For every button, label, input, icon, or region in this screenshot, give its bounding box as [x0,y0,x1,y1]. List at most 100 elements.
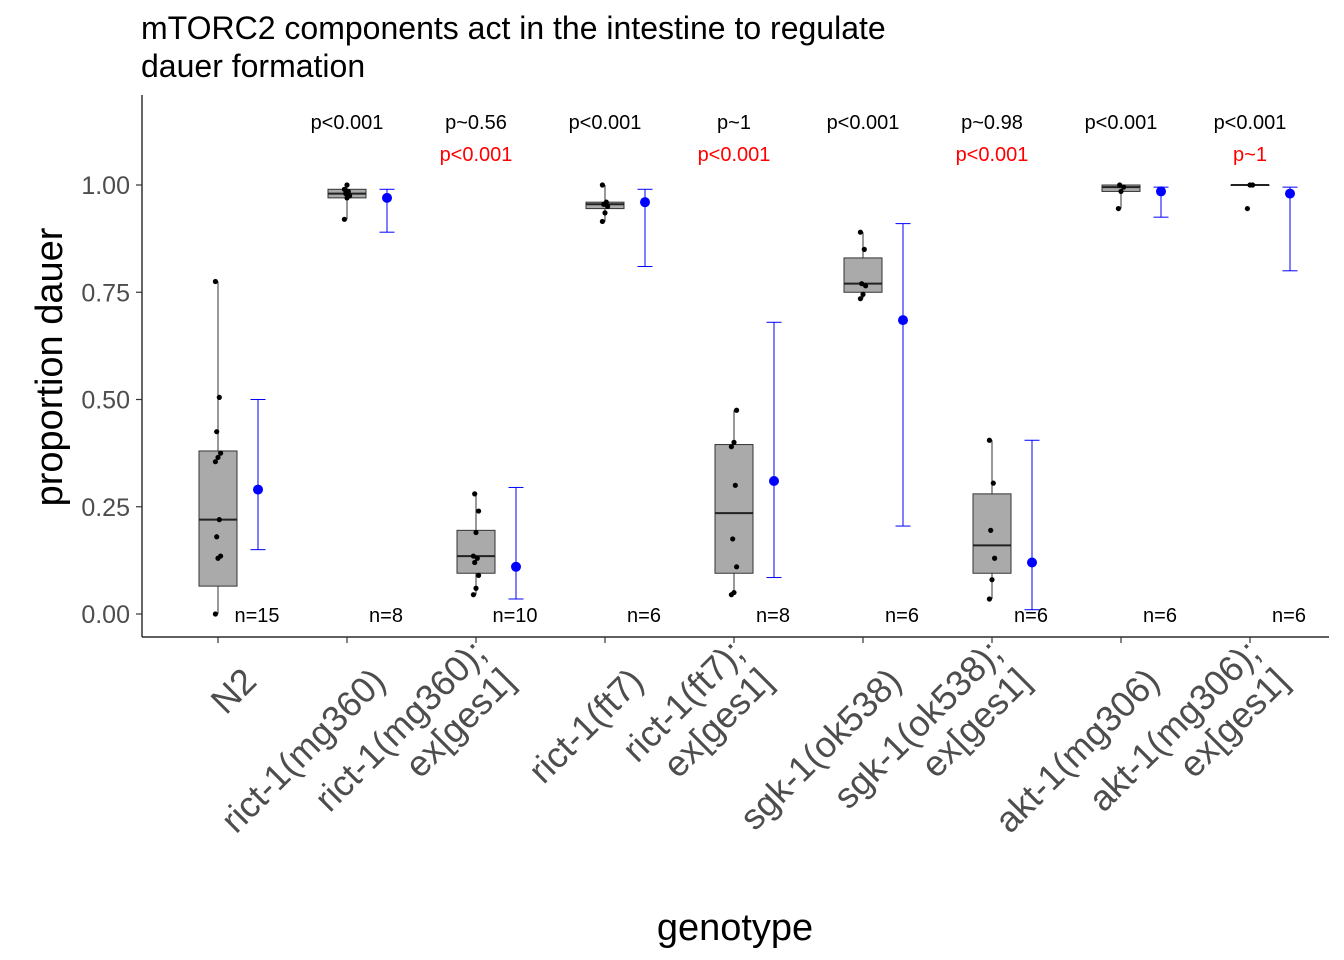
data-point [212,611,218,617]
estimate-point [1285,188,1295,199]
n-label: n=6 [1272,605,1306,627]
data-point [732,482,738,488]
p-value-vs-n2: p<0.001 [1214,112,1287,134]
n-label: n=6 [1143,605,1177,627]
x-tick-label: N2 [203,660,265,722]
data-point [472,559,478,566]
n-label: n=10 [492,605,537,627]
data-point [861,246,867,252]
chart-title-line-2: dauer formation [141,48,365,84]
y-tick-label: 0.00 [81,601,130,629]
data-point [731,439,737,445]
data-point [734,407,740,413]
data-point [731,589,737,596]
data-point [474,555,480,561]
data-point [473,585,479,591]
y-tick-label: 0.50 [81,387,130,415]
data-point [470,592,476,598]
chart-title-line-1: mTORC2 components act in the intestine t… [141,10,886,46]
data-point [1117,182,1123,188]
data-point [218,553,224,559]
data-point [476,572,482,578]
data-point [599,218,606,225]
estimate-point [769,476,779,487]
p-value-vs-mutant: p~1 [1233,144,1267,166]
estimate-point [1027,557,1037,568]
data-point [857,296,864,302]
data-point [470,553,476,559]
y-tick-label: 1.00 [81,172,130,200]
box [456,529,496,574]
data-point [216,517,222,523]
data-point [602,210,608,216]
data-point [734,564,740,570]
data-point [214,534,220,540]
p-value-vs-mutant: p<0.001 [440,144,513,166]
p-value-vs-n2: p~0.56 [445,112,507,134]
data-point [216,394,222,400]
data-point [345,188,351,195]
data-point [214,429,220,435]
n-label: n=15 [234,605,279,627]
estimate-point [640,197,650,208]
data-point [603,199,609,205]
estimate-point [898,315,908,326]
data-point [859,281,865,287]
x-axis-title: genotype [657,907,813,949]
y-tick-label: 0.25 [81,494,130,522]
box [714,444,754,574]
data-point [347,193,353,199]
x-tick-label-line: N2 [203,660,265,722]
x-tick-label: rict-1(ft7);ex[ges1] [614,632,780,798]
data-point [1250,182,1256,188]
data-point [863,283,869,289]
data-point [730,536,736,542]
data-point [986,596,993,602]
axes: 0.000.250.500.751.00N2rict-1(mg360)rict-… [81,95,1329,840]
data-point [986,437,993,443]
data-point [341,186,347,192]
data-point [1244,205,1250,212]
chart-marks [198,182,1298,617]
box [843,257,883,293]
n-label: n=6 [1014,605,1048,627]
estimate-point [253,484,263,495]
data-point [341,216,347,222]
p-value-vs-n2: p<0.001 [1085,112,1158,134]
n-label: n=6 [885,605,919,627]
data-point [1115,205,1121,212]
p-value-vs-mutant: p<0.001 [698,144,771,166]
data-point [473,529,479,536]
data-point [990,480,996,486]
annotations: n=15 n=8 p<0.001 n=10 p~0.56 p<0.001 n=6 p<0.00… [234,112,1306,627]
n-label: n=6 [627,605,661,627]
p-value-vs-mutant: p<0.001 [956,144,1029,166]
data-point [728,444,735,450]
p-value-vs-n2: p~1 [717,112,751,134]
data-point [989,577,995,583]
p-value-vs-n2: p<0.001 [569,112,642,134]
p-value-vs-n2: p~0.98 [961,112,1023,134]
n-label: n=8 [369,605,403,627]
data-point [992,555,998,561]
data-point [857,229,864,235]
data-point [215,454,221,461]
data-point [212,459,218,465]
data-point [599,182,606,188]
estimate-point [382,192,392,203]
data-point [472,491,478,497]
p-value-vs-n2: p<0.001 [311,112,384,134]
box [972,493,1012,574]
data-point [988,527,994,533]
data-point [476,508,482,514]
data-point [212,278,218,285]
data-point [1121,184,1127,190]
y-tick-label: 0.75 [81,279,130,307]
estimate-point [1156,186,1166,197]
data-point [218,450,224,456]
n-label: n=8 [756,605,790,627]
p-value-vs-n2: p<0.001 [827,112,900,134]
estimate-point [511,561,521,572]
data-point [860,291,866,297]
